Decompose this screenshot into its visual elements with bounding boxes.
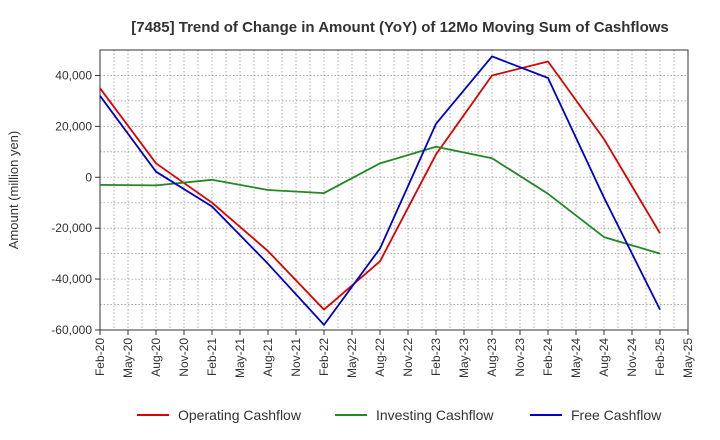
- x-tick-label: May-21: [233, 338, 247, 378]
- x-tick-label: Feb-21: [205, 338, 219, 376]
- x-tick-label: Nov-24: [625, 338, 639, 377]
- legend-label-investing-cashflow: Investing Cashflow: [376, 407, 494, 423]
- x-tick-label: Aug-23: [485, 338, 499, 377]
- legend: Operating Cashflow Investing Cashflow Free…: [137, 407, 662, 423]
- horizontal-gridlines: [100, 75, 688, 305]
- x-axis-ticks: Feb-20 May-20 Aug-20 Nov-20 Feb-21 May-21 Aug-…: [93, 330, 695, 378]
- y-tick-label: -40,000: [51, 272, 92, 286]
- x-tick-label: May-24: [569, 338, 583, 378]
- vertical-gridlines: [113, 50, 675, 330]
- x-tick-label: May-22: [345, 338, 359, 378]
- investing-cashflow-line: [99, 145, 661, 255]
- y-tick-label: -60,000: [51, 323, 92, 337]
- x-tick-label: Nov-23: [513, 338, 527, 377]
- plot-frame: [99, 49, 689, 331]
- x-tick-label: Aug-20: [149, 338, 163, 377]
- x-tick-label: Feb-25: [653, 338, 667, 376]
- x-tick-label: Aug-24: [597, 338, 611, 377]
- series-lines: [99, 55, 661, 326]
- x-tick-label: May-23: [457, 338, 471, 378]
- y-tick-label: -20,000: [51, 221, 92, 235]
- legend-label-operating-cashflow: Operating Cashflow: [178, 407, 302, 423]
- free-cashflow-line: [99, 55, 661, 326]
- legend-label-free-cashflow: Free Cashflow: [571, 407, 662, 423]
- y-tick-label: 40,000: [55, 68, 92, 82]
- x-tick-label: Nov-20: [177, 338, 191, 377]
- x-tick-label: Feb-24: [541, 338, 555, 376]
- y-axis-label: Amount (million yen): [6, 131, 21, 250]
- y-tick-label: 20,000: [55, 119, 92, 133]
- x-tick-label: Nov-22: [401, 338, 415, 377]
- y-axis-ticks: -60,000 -40,000 -20,000 0 20,000 40,000: [51, 68, 100, 337]
- x-tick-label: Aug-21: [261, 338, 275, 377]
- operating-cashflow-line: [99, 60, 661, 311]
- x-tick-label: Feb-23: [429, 338, 443, 376]
- x-tick-label: Feb-20: [93, 338, 107, 376]
- x-tick-label: May-25: [681, 338, 695, 378]
- y-tick-label: 0: [85, 170, 92, 184]
- x-tick-label: May-20: [121, 338, 135, 378]
- x-tick-label: Nov-21: [289, 338, 303, 377]
- x-tick-label: Aug-22: [373, 338, 387, 377]
- chart-title: [7485] Trend of Change in Amount (YoY) o…: [131, 19, 669, 36]
- x-tick-label: Feb-22: [317, 338, 331, 376]
